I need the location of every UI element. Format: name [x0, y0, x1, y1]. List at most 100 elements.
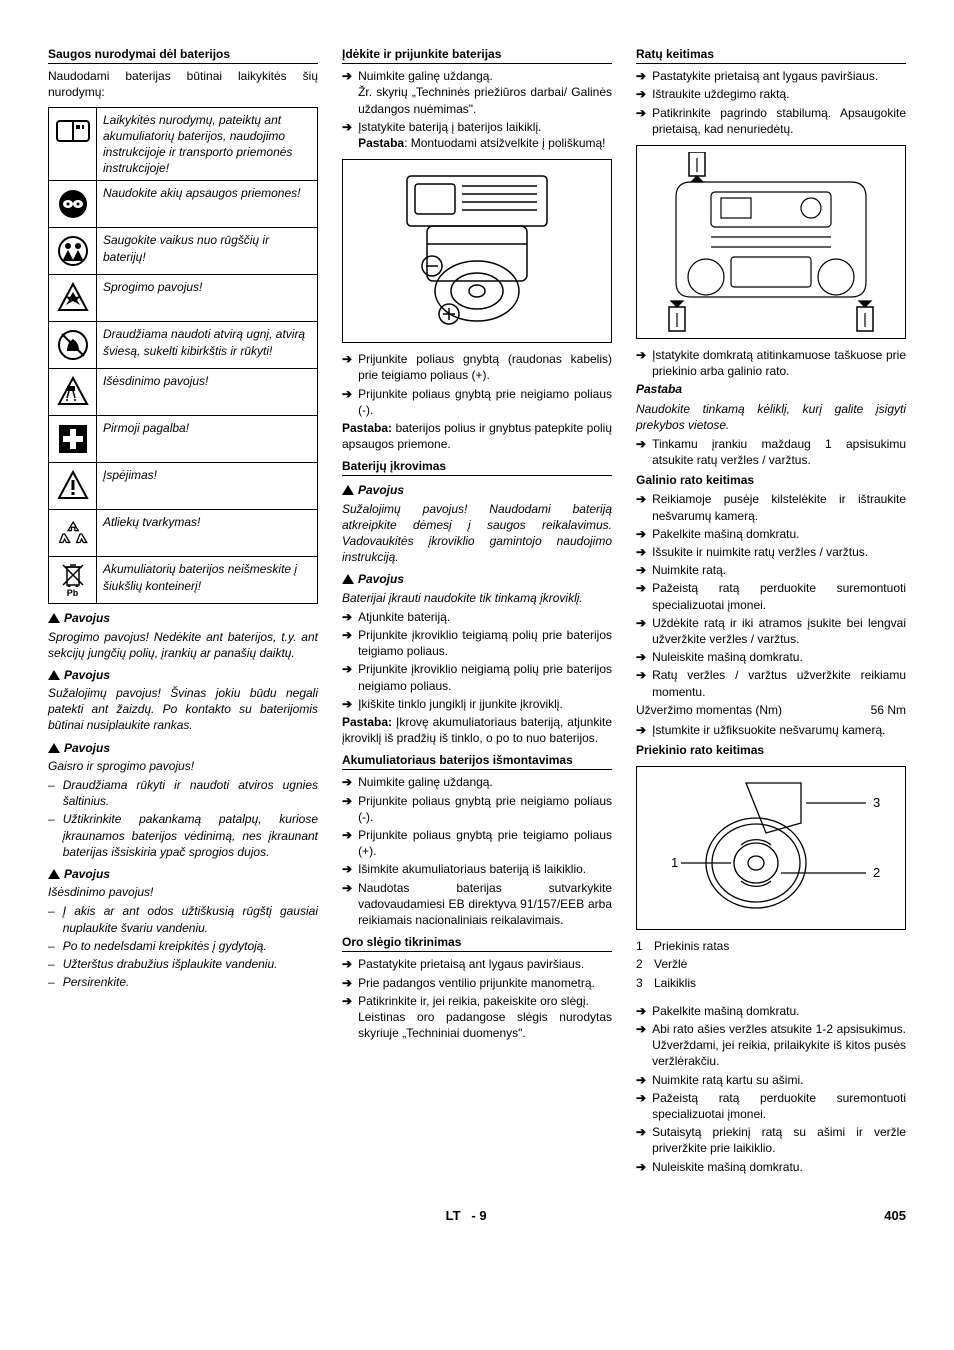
page-footer: LT - 9 405 — [48, 1207, 906, 1225]
dash-item: Persirenkite. — [48, 974, 318, 990]
note-heading: Pastaba — [636, 381, 906, 397]
heading: Baterijų įkrovimas — [342, 458, 612, 476]
arrow-item: Pažeistą ratą perduokite suremontuoti sp… — [636, 1090, 906, 1122]
icon-goggles — [49, 181, 97, 228]
arrow-item: Prijunkite įkroviklio neigiamą polių pri… — [342, 661, 612, 693]
legend-item: 2Veržlė — [636, 956, 906, 972]
arrow-item: Uždėkite ratą ir iki atramos įsukite bei… — [636, 615, 906, 647]
arrow-item: Prijunkite įkroviklio teigiamą polių pri… — [342, 627, 612, 659]
icon-no-trash: Pb — [49, 557, 97, 604]
arrow-item: Pakelkite mašiną domkratu. — [636, 526, 906, 542]
row-text: Įspėjimas! — [97, 463, 318, 510]
icon-corrosive — [49, 369, 97, 416]
dash-item: Užterštus drabužius išplaukite vandeniu. — [48, 956, 318, 972]
column-2: Įdėkite ir prijunkite baterijas Nuimkite… — [342, 40, 612, 1177]
note: Pastaba: baterijos polius ir gnybtus pat… — [342, 420, 612, 452]
arrow-item: Įstatykite bateriją į baterijos laikiklį… — [342, 119, 612, 151]
figure-battery — [342, 159, 612, 343]
arrow-item: Įstumkite ir užfiksuokite nešvarumų kame… — [636, 722, 906, 738]
dash-item: Po to nedelsdami kreipkitės į gydytoją. — [48, 938, 318, 954]
row-text: Akumuliatorių baterijos neišmeskite į ši… — [97, 557, 318, 604]
arrow-item: Patikrinkite pagrindo stabilumą. Apsaugo… — [636, 105, 906, 137]
icon-manual — [49, 107, 97, 181]
danger-heading: Pavojus — [48, 610, 318, 626]
arrow-item: Išsukite ir nuimkite ratų veržles / varž… — [636, 544, 906, 560]
arrow-item: Reikiamoje pusėje kilstelėkite ir ištrau… — [636, 491, 906, 523]
danger-heading: Pavojus — [342, 482, 612, 498]
figure-jack-points — [636, 145, 906, 339]
dash-item: Į akis ar ant odos užtiškusią rūgštį gau… — [48, 903, 318, 935]
arrow-item: Tinkamu įrankiu maždaug 1 apsisukimu ats… — [636, 436, 906, 468]
svg-text:1: 1 — [671, 855, 678, 870]
danger-heading: Pavojus — [48, 740, 318, 756]
arrow-item: Nuimkite galinę uždangą.Žr. skyrių „Tech… — [342, 68, 612, 117]
note-body: Naudokite tinkamą kėliklį, kurį galite į… — [636, 401, 906, 433]
arrow-item: Įstatykite domkratą atitinkamuose taškuo… — [636, 347, 906, 379]
subheading: Galinio rato keitimas — [636, 472, 906, 488]
legend-item: 1Priekinis ratas — [636, 938, 906, 954]
danger-sub: Išėsdinimo pavojus! — [48, 884, 318, 900]
dash-item: Užtikrinkite pakankamą patalpų, kuriose … — [48, 811, 318, 860]
note: Pastaba: Įkrovę akumuliatoriaus bateriją… — [342, 714, 612, 746]
icon-recycle — [49, 510, 97, 557]
heading: Oro slėgio tikrinimas — [342, 934, 612, 952]
column-1: Saugos nurodymai dėl baterijos Naudodami… — [48, 40, 318, 1177]
arrow-item: Prijunkite poliaus gnybtą prie neigiamo … — [342, 386, 612, 418]
danger-body: Sužalojimų pavojus! Švinas jokiu būdu ne… — [48, 685, 318, 734]
page-columns: Saugos nurodymai dėl baterijos Naudodami… — [48, 40, 906, 1177]
danger-heading: Pavojus — [48, 866, 318, 882]
icon-first-aid — [49, 416, 97, 463]
row-text: Naudokite akių apsaugos priemones! — [97, 181, 318, 228]
danger-sub: Gaisro ir sprogimo pavojus! — [48, 758, 318, 774]
arrow-item: Pakelkite mašiną domkratu. — [636, 1003, 906, 1019]
icon-explosion — [49, 275, 97, 322]
danger-body: Sprogimo pavojus! Nedėkite ant baterijos… — [48, 629, 318, 661]
heading: Ratų keitimas — [636, 46, 906, 64]
row-text: Saugokite vaikus nuo rūgščių ir baterijų… — [97, 228, 318, 275]
heading: Įdėkite ir prijunkite baterijas — [342, 46, 612, 64]
arrow-item: Įkiškite tinklo jungiklį ir įjunkite įkr… — [342, 696, 612, 712]
arrow-item: Išimkite akumuliatoriaus bateriją iš lai… — [342, 861, 612, 877]
arrow-item: Nuimkite ratą kartu su ašimi. — [636, 1072, 906, 1088]
arrow-item: Sutaisytą priekinį ratą su ašimi ir verž… — [636, 1124, 906, 1156]
subheading: Priekinio rato keitimas — [636, 742, 906, 758]
danger-heading: Pavojus — [342, 571, 612, 587]
arrow-item: Nuimkite galinę uždangą. — [342, 774, 612, 790]
arrow-item: Pastatykite prietaisą ant lygaus pavirši… — [636, 68, 906, 84]
arrow-item: Atjunkite bateriją. — [342, 609, 612, 625]
intro-text: Naudodami baterijas būtinai laikykitės š… — [48, 68, 318, 100]
svg-text:3: 3 — [873, 795, 880, 810]
arrow-item: Prijunkite poliaus gnybtą prie teigiamo … — [342, 827, 612, 859]
dash-item: Draudžiama rūkyti ir naudoti atviros ugn… — [48, 777, 318, 809]
row-text: Laikykitės nurodymų, pateiktų ant akumul… — [97, 107, 318, 181]
danger-heading: Pavojus — [48, 667, 318, 683]
arrow-item: Ištraukite uždegimo raktą. — [636, 86, 906, 102]
heading-safety: Saugos nurodymai dėl baterijos — [48, 46, 318, 64]
arrow-item: Abi rato ašies veržles atsukite 1-2 apsi… — [636, 1021, 906, 1070]
torque-row: Užveržimo momentas (Nm) 56 Nm — [636, 702, 906, 718]
icon-no-fire — [49, 322, 97, 369]
arrow-item: Nuleiskite mašiną domkratu. — [636, 649, 906, 665]
arrow-item: Ratų veržles / varžtus užveržkite reikia… — [636, 667, 906, 699]
arrow-item: Nuleiskite mašiną domkratu. — [636, 1159, 906, 1175]
arrow-item: Patikrinkite ir, jei reikia, pakeiskite … — [342, 993, 612, 1042]
arrow-item: Naudotas baterijas sutvarkykite vadovaud… — [342, 880, 612, 929]
svg-text:2: 2 — [873, 865, 880, 880]
legend-item: 3Laikiklis — [636, 975, 906, 991]
icon-warning — [49, 463, 97, 510]
arrow-item: Pažeistą ratą perduokite suremontuoti sp… — [636, 580, 906, 612]
heading: Akumuliatoriaus baterijos išmontavimas — [342, 752, 612, 770]
danger-body: Sužalojimų pavojus! Naudodami bateriją a… — [342, 501, 612, 566]
row-text: Sprogimo pavojus! — [97, 275, 318, 322]
row-text: Draudžiama naudoti atvirą ugnį, atvirą š… — [97, 322, 318, 369]
danger-body: Baterijai įkrauti naudokite tik tinkamą … — [342, 590, 612, 606]
row-text: Išėsdinimo pavojus! — [97, 369, 318, 416]
safety-icon-table: Laikykitės nurodymų, pateiktų ant akumul… — [48, 107, 318, 605]
icon-keep-children-away — [49, 228, 97, 275]
arrow-item: Prijunkite poliaus gnybtą prie neigiamo … — [342, 793, 612, 825]
arrow-item: Prijunkite poliaus gnybtą (raudonas kabe… — [342, 351, 612, 383]
arrow-item: Prie padangos ventilio prijunkite manome… — [342, 975, 612, 991]
figure-front-wheel: 1 2 3 — [636, 766, 906, 930]
column-3: Ratų keitimas Pastatykite prietaisą ant … — [636, 40, 906, 1177]
arrow-item: Nuimkite ratą. — [636, 562, 906, 578]
